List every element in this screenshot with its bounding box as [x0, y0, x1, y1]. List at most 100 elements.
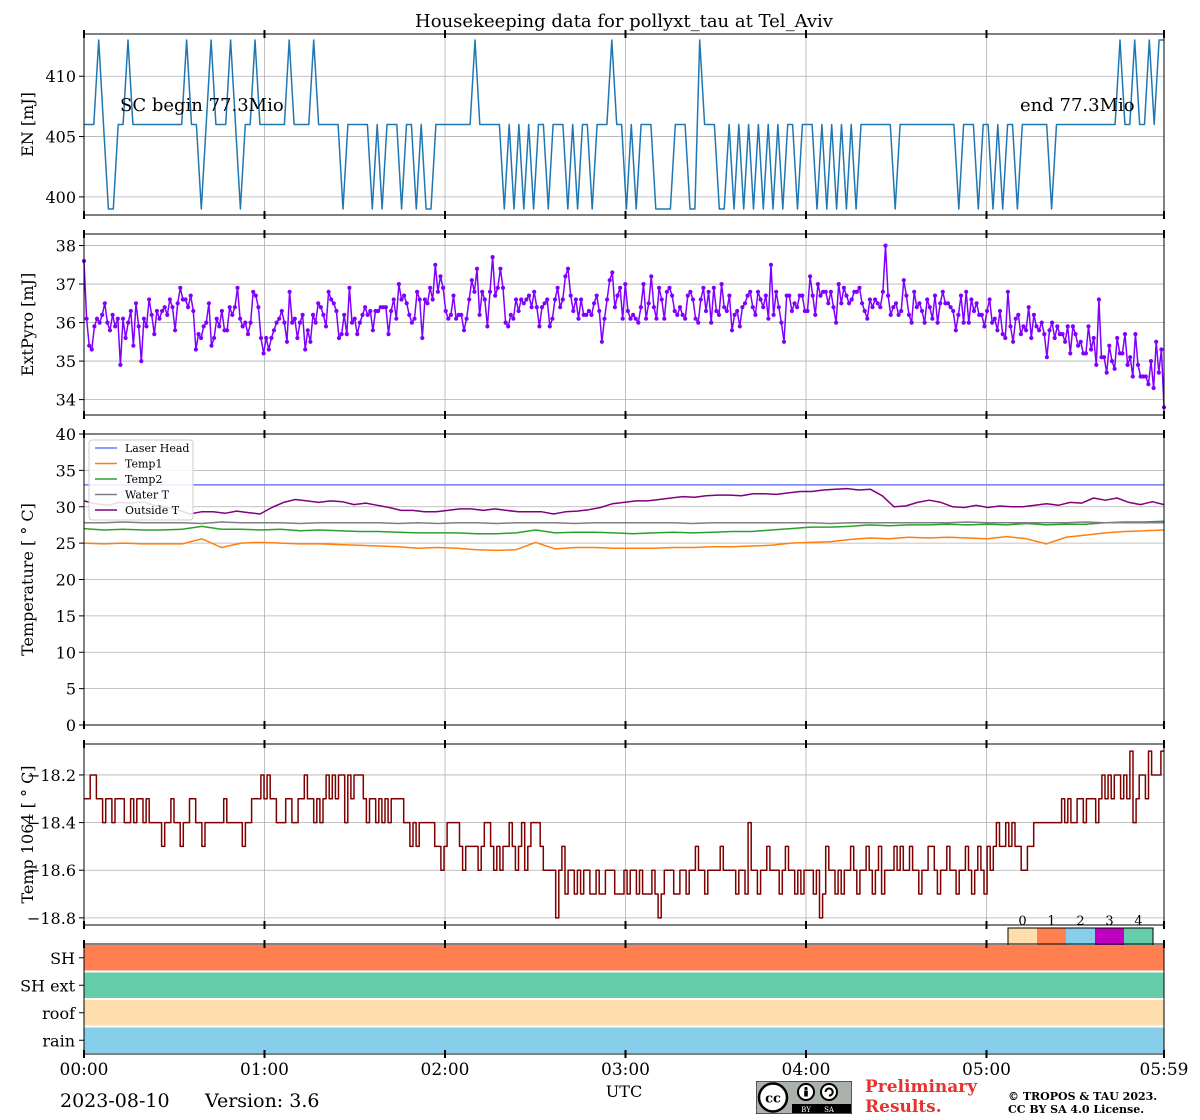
extpyro-point [469, 278, 474, 283]
extpyro-point [271, 328, 277, 333]
y-tick-label: −18.6 [27, 861, 76, 880]
extpyro-point [464, 316, 469, 321]
extpyro-point [376, 308, 381, 314]
extpyro-point [94, 316, 100, 321]
extpyro-point [339, 332, 344, 337]
colorbar-swatch [1037, 928, 1066, 946]
extpyro-point [1037, 328, 1042, 333]
en-series [84, 39, 1164, 210]
extpyro-point [87, 343, 92, 348]
extpyro-point [352, 316, 357, 321]
extpyro-point [651, 305, 657, 310]
x-tick-label: 04:00 [782, 1060, 831, 1080]
extpyro-point [867, 297, 873, 302]
status-panel: SH SH ext roof rain 00:00 01:00 02:00 03:00 04:… [20, 940, 1189, 1080]
extpyro-point [261, 351, 266, 356]
status-frame [83, 943, 1165, 1055]
extpyro-point [537, 324, 542, 329]
extpyro-point [594, 293, 599, 298]
extpyro-point [370, 328, 375, 333]
y-tick-label: 10 [56, 643, 76, 662]
extpyro-point [597, 308, 602, 314]
extpyro-point [826, 301, 831, 306]
extpyro-point [282, 320, 287, 325]
extpyro-point [105, 320, 110, 325]
en-panel: 400 405 410 EN [mJ] SC begin 77.3Mio end 7… [18, 30, 1165, 219]
extpyro-point [256, 305, 261, 310]
extpyro-point [342, 312, 347, 317]
temperature-line-temp2 [83, 520, 1165, 535]
extpyro-point [961, 320, 966, 325]
extpyro-point [893, 301, 899, 306]
footer-version: Version: 3.6 [205, 1090, 320, 1112]
extpyro-point [761, 305, 766, 310]
extpyro-point [191, 308, 196, 314]
extpyro-point [696, 320, 701, 325]
extpyro-point [1065, 324, 1070, 329]
extpyro-point [904, 293, 909, 298]
extpyro-point [766, 316, 771, 321]
extpyro-point [735, 308, 740, 314]
extpyro-point [563, 274, 568, 279]
extpyro-point [636, 320, 641, 325]
extpyro-point [1133, 332, 1138, 337]
colorbar-tick-label: 3 [1105, 914, 1113, 929]
temperature-legend: Laser Head Temp1 Temp2 Water T Outside T [88, 439, 194, 521]
extpyro-point [258, 335, 264, 341]
extpyro-point [841, 285, 847, 290]
extpyro-point [584, 312, 589, 317]
extpyro-point [1091, 335, 1096, 341]
extpyro-point [550, 316, 555, 321]
extpyro-point [238, 316, 243, 321]
extpyro-point [969, 297, 974, 302]
extpyro-point [407, 312, 412, 317]
status-row-rain [84, 1027, 1164, 1053]
extpyro-point [1102, 355, 1107, 360]
extpyro-point [750, 305, 755, 310]
extpyro-point [745, 293, 750, 298]
extpyro-point [945, 301, 951, 306]
figure-title: Housekeeping data for pollyxt_tau at Tel… [415, 11, 834, 32]
extpyro-point [649, 274, 654, 279]
extpyro-point [787, 293, 792, 298]
extpyro-point [839, 301, 844, 306]
extpyro-point [896, 312, 901, 317]
status-row-label: roof [42, 1004, 76, 1023]
extpyro-point [670, 293, 675, 298]
temperature-line-water-t [84, 521, 1164, 525]
extpyro-point [997, 308, 1003, 314]
extpyro-point [1156, 370, 1161, 375]
extpyro-point [641, 282, 646, 287]
extpyro-point [196, 332, 201, 337]
extpyro-point [391, 297, 396, 302]
en-yticks: 400 405 410 [45, 67, 84, 207]
extpyro-point [628, 316, 633, 321]
extpyro-point [1055, 324, 1060, 329]
extpyro-point [818, 293, 823, 298]
status-row-roof [84, 1000, 1164, 1026]
extpyro-point [102, 301, 107, 306]
temperature-grid [84, 433, 1164, 726]
extpyro-point [1159, 347, 1164, 352]
extpyro-point [680, 312, 685, 317]
y-tick-label: 40 [56, 425, 76, 444]
extpyro-point [1120, 351, 1125, 356]
extpyro-point [225, 328, 230, 333]
extpyro-point [888, 312, 893, 317]
extpyro-point [415, 289, 420, 294]
extpyro-point [305, 328, 310, 333]
extpyro-point [547, 324, 552, 329]
extpyro-point [519, 297, 524, 302]
extpyro-point [107, 328, 113, 333]
extpyro-point [120, 316, 126, 321]
extpyro-point [560, 297, 565, 302]
extpyro-point [162, 305, 167, 310]
extpyro-point [755, 289, 761, 294]
extpyro-point [722, 305, 727, 310]
extpyro-point [792, 301, 797, 306]
status-row-label: rain [42, 1031, 75, 1050]
extpyro-point [230, 312, 235, 317]
extpyro-point [878, 305, 883, 310]
extpyro-point [461, 328, 467, 333]
extpyro-point [84, 316, 89, 321]
